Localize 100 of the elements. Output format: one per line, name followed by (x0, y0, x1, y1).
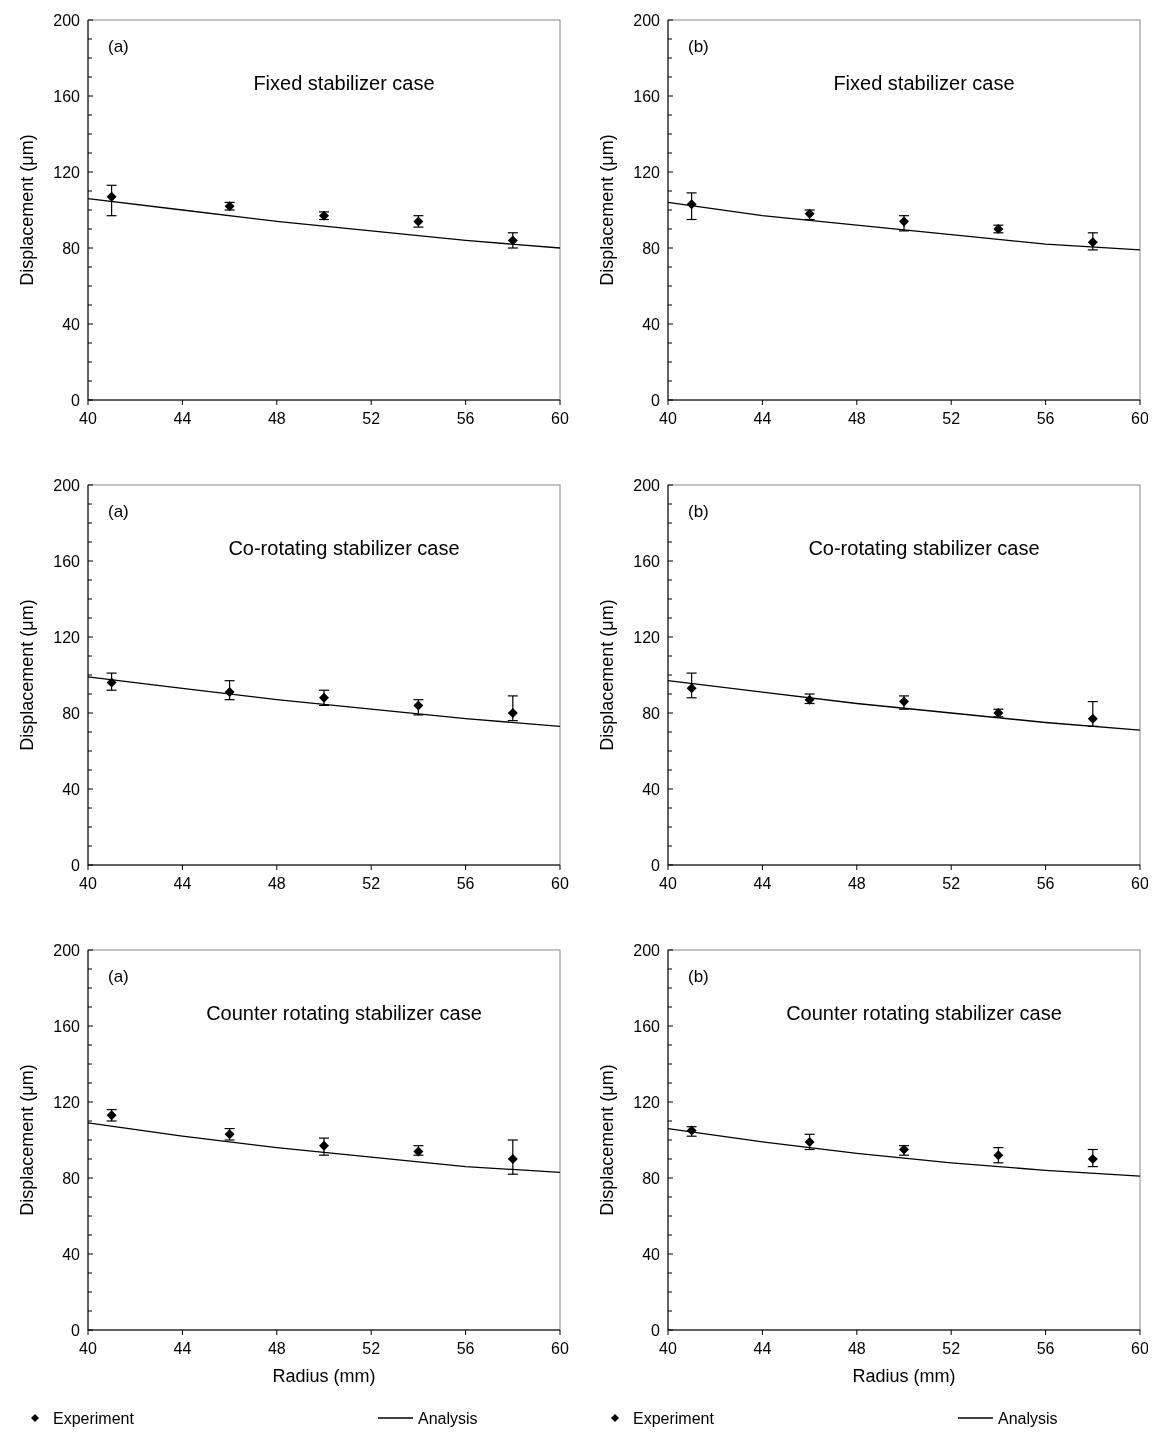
annotation: Fixed stabilizer case (253, 72, 435, 94)
point (1087, 237, 1098, 248)
legend-label: Analysis (418, 1410, 478, 1427)
annotation: (b) (688, 967, 709, 986)
annotation: (b) (688, 37, 709, 56)
point (413, 700, 424, 711)
x-tick-label: 60 (551, 875, 569, 892)
y-tick-label: 160 (53, 553, 81, 570)
y-tick-label: 80 (62, 1170, 81, 1187)
x-tick-label: 44 (173, 410, 192, 427)
x-axis-title: Radius (mm) (852, 1366, 956, 1386)
y-tick-label: 80 (642, 1170, 661, 1187)
y-axis-title: Displacement (μm) (17, 599, 37, 751)
y-tick-label: 200 (53, 942, 81, 959)
x-tick-label: 56 (456, 1340, 475, 1357)
x-tick-label: 52 (942, 1340, 961, 1357)
point (686, 683, 697, 694)
y-tick-label: 80 (62, 705, 81, 722)
annotation: (a) (108, 502, 129, 521)
y-tick-label: 80 (62, 240, 81, 257)
x-tick-label: 56 (456, 410, 475, 427)
x-tick-label: 60 (1131, 1340, 1149, 1357)
annotation: Co-rotating stabilizer case (808, 537, 1040, 559)
x-axis-title: Radius (mm) (272, 1366, 376, 1386)
x-tick-label: 56 (1036, 875, 1055, 892)
y-tick-label: 0 (651, 857, 661, 874)
y-axis-title: Displacement (μm) (597, 1064, 617, 1216)
y-tick-label: 200 (633, 12, 661, 29)
annotation: Fixed stabilizer case (833, 72, 1015, 94)
y-tick-label: 120 (53, 164, 81, 181)
x-tick-label: 44 (753, 1340, 772, 1357)
x-tick-label: 48 (847, 410, 866, 427)
y-tick-label: 160 (53, 88, 81, 105)
legend-label: Analysis (998, 1410, 1058, 1427)
annotation: (a) (108, 967, 129, 986)
y-tick-label: 120 (633, 1094, 661, 1111)
y-tick-label: 40 (642, 1246, 661, 1263)
x-tick-label: 44 (753, 410, 772, 427)
y-axis-title: Displacement (μm) (597, 599, 617, 751)
y-tick-label: 160 (633, 88, 661, 105)
y-tick-label: 80 (642, 705, 661, 722)
x-tick-label: 56 (1036, 1340, 1055, 1357)
y-axis-title: Displacement (μm) (17, 1064, 37, 1216)
x-tick-label: 52 (942, 875, 961, 892)
x-tick-label: 48 (267, 875, 286, 892)
y-tick-label: 0 (651, 392, 661, 409)
y-tick-label: 200 (633, 477, 661, 494)
x-tick-label: 52 (942, 410, 961, 427)
x-tick-label: 52 (362, 410, 381, 427)
y-tick-label: 200 (53, 12, 81, 29)
point (899, 216, 909, 227)
y-tick-label: 80 (642, 240, 661, 257)
x-tick-label: 52 (362, 875, 381, 892)
y-tick-label: 0 (71, 857, 81, 874)
y-axis-title: Displacement (μm) (17, 134, 37, 286)
x-tick-label: 60 (551, 1340, 569, 1357)
annotation: Counter rotating stabilizer case (786, 1002, 1062, 1024)
point (1087, 713, 1098, 724)
y-axis-title: Displacement (μm) (597, 134, 617, 286)
x-tick-label: 48 (267, 1340, 286, 1357)
point (507, 1154, 518, 1164)
y-tick-label: 40 (642, 781, 661, 798)
point (1087, 1154, 1098, 1164)
annotation: Counter rotating stabilizer case (206, 1002, 482, 1024)
y-tick-label: 160 (633, 1018, 661, 1035)
x-tick-label: 52 (362, 1340, 381, 1357)
y-tick-label: 40 (62, 1246, 81, 1263)
y-tick-label: 0 (71, 392, 81, 409)
annotation: (a) (108, 37, 129, 56)
legend-label: Experiment (633, 1410, 715, 1427)
y-tick-label: 120 (53, 629, 81, 646)
y-tick-label: 0 (71, 1322, 81, 1339)
x-tick-label: 48 (847, 875, 866, 892)
x-tick-label: 48 (267, 410, 286, 427)
point (319, 1140, 329, 1151)
x-tick-label: 44 (173, 1340, 192, 1357)
y-tick-label: 120 (633, 164, 661, 181)
x-tick-label: 44 (173, 875, 192, 892)
point (804, 1136, 815, 1147)
y-tick-label: 120 (633, 629, 661, 646)
point (106, 191, 117, 202)
x-tick-label: 60 (551, 410, 569, 427)
annotation: Co-rotating stabilizer case (228, 537, 460, 559)
x-tick-label: 60 (1131, 410, 1149, 427)
y-tick-label: 200 (633, 942, 661, 959)
x-tick-label: 48 (847, 1340, 866, 1357)
y-tick-label: 160 (53, 1018, 81, 1035)
x-tick-label: 60 (1131, 875, 1149, 892)
y-tick-label: 200 (53, 477, 81, 494)
y-tick-label: 120 (53, 1094, 81, 1111)
legend-label: Experiment (53, 1410, 135, 1427)
x-tick-label: 56 (1036, 410, 1055, 427)
y-tick-label: 40 (62, 316, 81, 333)
y-tick-label: 40 (642, 316, 661, 333)
x-tick-label: 56 (456, 875, 475, 892)
y-tick-label: 0 (651, 1322, 661, 1339)
y-tick-label: 160 (633, 553, 661, 570)
annotation: (b) (688, 502, 709, 521)
x-tick-label: 44 (753, 875, 772, 892)
point (507, 708, 518, 718)
